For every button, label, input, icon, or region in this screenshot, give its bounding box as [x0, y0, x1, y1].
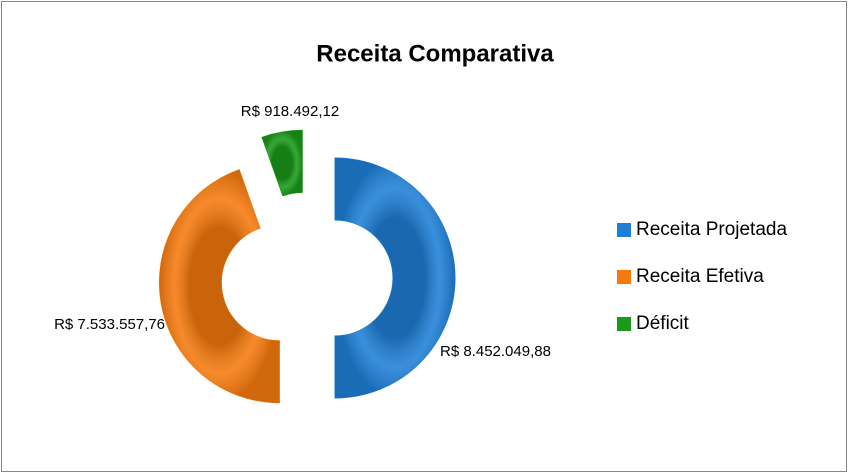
data-label: R$ 918.492,12	[241, 103, 339, 120]
data-label: R$ 7.533.557,76	[54, 316, 165, 333]
legend-label: Receita Efetiva	[636, 266, 764, 287]
data-label: R$ 8.452.049,88	[440, 343, 551, 360]
chart-title: Receita Comparativa	[316, 40, 554, 67]
legend-swatch	[617, 223, 631, 237]
legend-label: Receita Projetada	[636, 219, 787, 240]
legend-label: Déficit	[636, 313, 690, 334]
legend-swatch	[617, 317, 631, 331]
legend-swatch	[617, 270, 631, 284]
